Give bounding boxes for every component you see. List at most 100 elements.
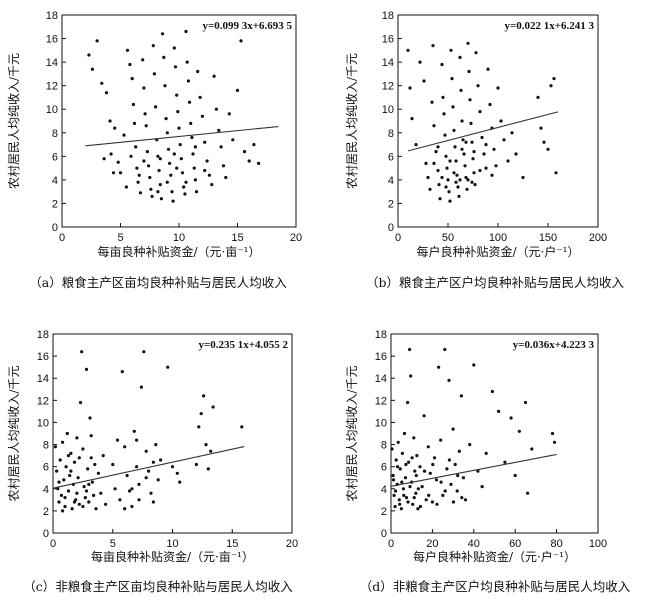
data-point [214,107,218,111]
data-point [401,487,405,491]
y-tick-label: 10 [46,104,58,116]
data-point [396,440,400,444]
regression-equation: y=0.036x+4.223 3 [513,339,595,351]
data-point [459,88,463,92]
data-point [440,62,444,67]
data-point [57,480,61,484]
y-tick-label: 0 [388,222,394,234]
data-point [252,143,256,147]
data-point [464,175,468,180]
data-point [412,496,416,500]
data-point [116,160,120,164]
data-point [484,166,488,170]
data-point [464,140,468,144]
data-point [546,147,550,151]
data-point [418,504,422,509]
data-point [144,449,148,453]
regression-equation: y=0.099 3x+6.693 5 [202,20,292,32]
data-point [202,394,206,398]
data-point [451,427,455,431]
data-point [158,157,162,161]
data-point [122,133,126,137]
data-point [100,81,104,85]
data-point [164,117,168,121]
data-point [443,489,447,493]
data-point [69,451,73,455]
data-point [480,135,484,140]
data-point [203,168,207,173]
data-point [132,429,136,433]
data-point [149,491,153,495]
data-point [210,183,214,187]
data-point [402,431,407,436]
data-point [209,449,213,453]
data-point [430,100,434,104]
y-tick-label: 2 [388,198,394,210]
data-point [177,126,181,130]
x-axis-label: 每亩良种补贴资金/（元·亩⁻¹） [91,549,254,564]
data-point [152,72,156,76]
data-point [63,504,67,509]
data-point [457,449,461,453]
data-point [65,431,69,436]
y-tick-label: 0 [43,528,49,540]
data-point [87,482,91,486]
data-point [446,178,450,182]
data-point [124,185,128,189]
y-tick-label: 6 [43,462,49,474]
data-point [197,425,201,429]
data-point [123,507,127,511]
data-point [460,496,464,500]
data-point [58,458,62,462]
data-point [444,154,448,158]
y-tick-label: 0 [52,222,58,234]
data-point [64,465,68,469]
y-tick-label: 2 [52,198,58,210]
data-point [179,157,183,161]
data-point [447,378,451,382]
data-point [453,145,457,149]
data-point [227,112,231,116]
regression-equation: y=0.235 1x+4.055 2 [198,339,288,351]
data-point [428,471,432,475]
data-point [90,67,94,71]
data-point [87,53,91,57]
data-point [159,458,163,462]
data-point [390,447,394,451]
data-point [422,414,426,418]
data-point [441,493,445,497]
data-point [156,478,160,482]
data-point [145,150,149,154]
data-point [156,154,160,158]
data-point [554,171,558,175]
y-tick-label: 18 [375,329,387,341]
y-tick-label: 6 [381,462,387,474]
data-point [137,498,141,502]
data-point [182,185,186,189]
data-point [411,502,415,506]
data-point [468,98,472,102]
data-point [517,429,521,433]
data-point [526,491,530,495]
data-point [456,185,460,189]
data-point [143,112,147,116]
x-tick-label: 10 [166,538,178,550]
data-point [509,416,513,420]
data-point [402,493,406,497]
data-point [118,498,122,502]
data-point [462,152,466,156]
data-point [183,192,187,196]
data-point [81,447,85,451]
y-tick-label: 6 [52,151,58,163]
data-point [150,194,154,198]
data-point [494,164,498,168]
x-tick-label: 0 [395,232,401,244]
x-tick-label: 50 [442,232,454,244]
data-point [449,482,453,486]
data-point [530,447,534,451]
data-point [203,140,207,144]
data-point [95,39,99,43]
data-point [151,460,155,464]
data-point [418,465,422,469]
data-point [166,147,171,151]
